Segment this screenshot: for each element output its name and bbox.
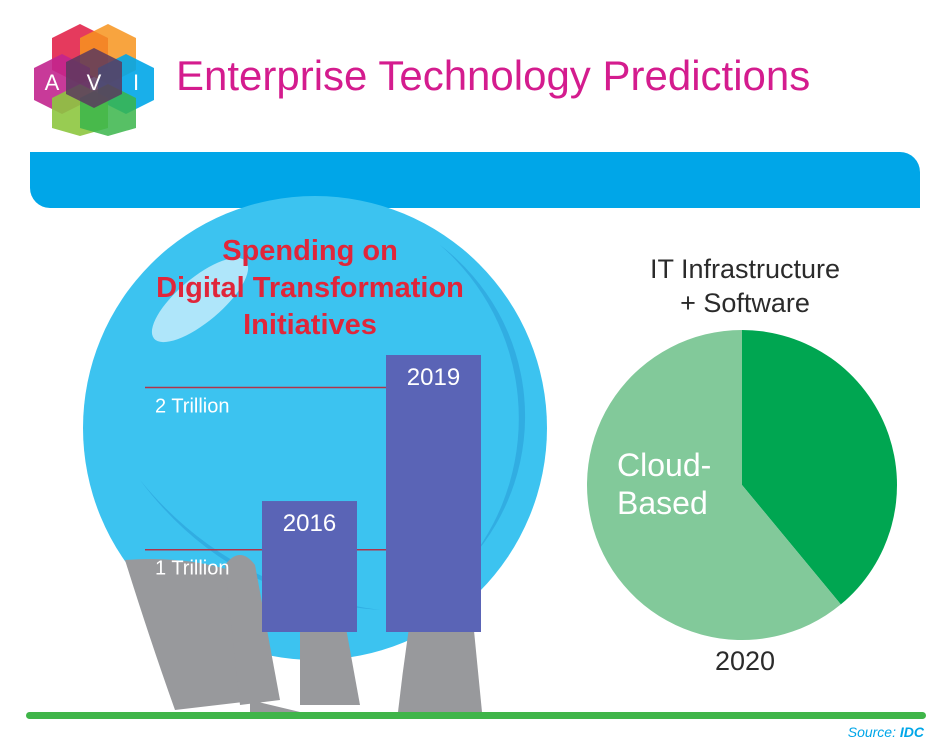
ground-line [26, 712, 926, 719]
globe-highlight [151, 257, 249, 343]
pie-slice-label: Cloud- [617, 447, 711, 483]
bar-chart-title-line: Digital Transformation [156, 272, 464, 304]
logo-letter-a: A [45, 70, 60, 95]
pie-slice-label: Based [617, 485, 708, 521]
hand-illustration [125, 555, 482, 712]
pie-chart-title-line: IT Infrastructure [650, 254, 840, 284]
source-credit: Source: IDC [848, 724, 924, 740]
bar [386, 355, 481, 632]
bar-chart-title-line: Initiatives [243, 309, 377, 341]
logo-hexagons: A V I [34, 24, 154, 136]
pie-slice [586, 330, 841, 641]
logo-letter-v: V [87, 70, 102, 95]
gridline-label: 2 Trillion [155, 395, 229, 417]
pie-chart-title-line: + Software [680, 288, 810, 318]
source-name: IDC [899, 724, 924, 740]
page-title: Enterprise Technology Predictions [176, 52, 811, 99]
pie-chart: IT Infrastructure + Software Cloud-Based 20… [586, 254, 897, 676]
gridline-label: 1 Trillion [155, 558, 229, 580]
bar-category-label: 2019 [407, 364, 460, 391]
source-label: Source: [847, 724, 896, 740]
avi-logo: A V I [30, 18, 158, 136]
bar-chart-title-line: Spending on [222, 235, 398, 267]
globe-shade [440, 245, 526, 560]
bar [262, 501, 357, 632]
pie-slice [742, 330, 897, 605]
bar-category-label: 2016 [283, 510, 336, 537]
hand-finger-1 [225, 555, 280, 705]
header-band [30, 152, 920, 208]
bar-chart: Spending on Digital Transformation Initiat… [145, 235, 481, 632]
pie-chart-year-label: 2020 [715, 646, 775, 676]
logo-letter-i: I [133, 70, 139, 95]
hand-base [250, 700, 300, 712]
